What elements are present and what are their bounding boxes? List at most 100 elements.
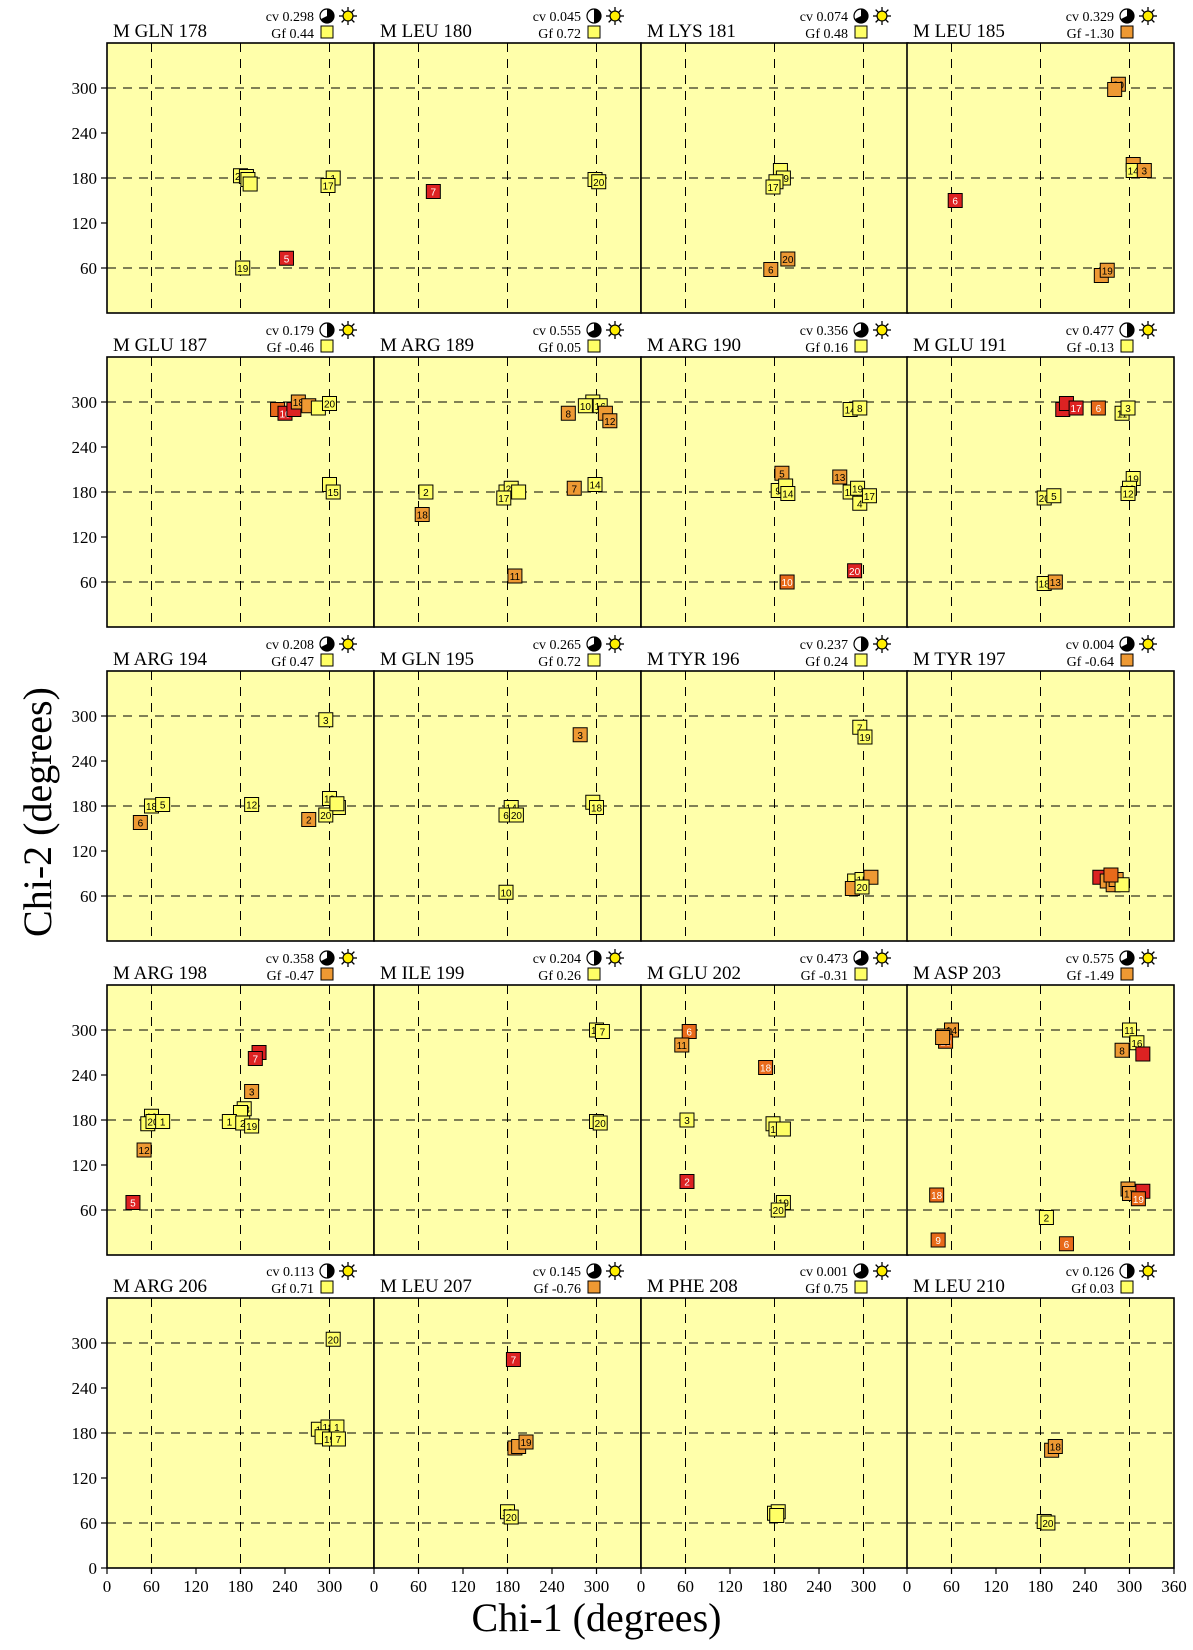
x-tick-label: 180 (762, 1577, 788, 1596)
data-point (577, 398, 593, 414)
y-tick-label: 60 (80, 573, 97, 592)
y-tick-label: 300 (72, 79, 98, 98)
data-point (155, 797, 171, 812)
data-point-label: 17 (1124, 1190, 1136, 1201)
data-point-label: 3 (249, 1088, 255, 1099)
sun-icon (1142, 638, 1154, 650)
gf-value: Gf 0.05 (538, 341, 581, 356)
sun-ray-icon (618, 961, 622, 965)
cv-dial-fill-icon (320, 637, 335, 651)
x-tick-label: 0 (370, 1577, 379, 1596)
cv-dial-fill-icon (587, 323, 601, 337)
panel-frame (906, 984, 1175, 1256)
data-point-label: 19 (852, 484, 864, 495)
data-point-label: 11 (1124, 1026, 1135, 1037)
cv-dial-fill-icon (320, 951, 335, 965)
x-tick-label: 60 (143, 1577, 160, 1596)
data-point-label: 8 (1119, 1046, 1125, 1057)
data-point-label: 5 (160, 801, 166, 812)
panel-title: M ARG 194 (113, 649, 207, 670)
data-point-label: 12 (139, 1146, 151, 1157)
data-point-label: 20 (511, 811, 523, 822)
x-tick-label: 240 (806, 1577, 832, 1596)
sun-ray-icon (1141, 9, 1145, 13)
sun-ray-icon (608, 961, 612, 965)
x-tick-label: 300 (851, 1577, 877, 1596)
sun-ray-icon (1151, 647, 1155, 651)
data-point (244, 1118, 260, 1134)
x-tick-label: 300 (584, 1577, 610, 1596)
x-tick-label: 240 (1072, 1577, 1098, 1596)
cv-dial-fill-icon (320, 9, 335, 23)
sun-icon (1142, 1265, 1154, 1277)
sun-ray-icon (351, 1274, 355, 1278)
y-tick-label: 120 (72, 214, 98, 233)
data-point (235, 260, 251, 276)
data-point-label: 14 (1128, 167, 1140, 178)
sun-ray-icon (875, 9, 879, 13)
data-point-label: 18 (591, 804, 603, 815)
data-point (244, 797, 260, 812)
data-point-label: 19 (859, 733, 871, 744)
x-tick-label: 120 (983, 1577, 1009, 1596)
sun-ray-icon (341, 333, 345, 337)
data-point (503, 1509, 519, 1525)
data-point (496, 490, 512, 506)
sun-ray-icon (1151, 19, 1155, 23)
sun-ray-icon (885, 9, 889, 13)
cv-dial-fill-icon (1120, 951, 1134, 965)
panel-title: M LYS 181 (647, 21, 736, 42)
data-point-label: 18 (293, 398, 305, 409)
cv-value: cv 0.265 (533, 638, 581, 653)
data-point-label: 3 (577, 731, 583, 742)
sun-icon (609, 324, 621, 336)
sun-ray-icon (1151, 1264, 1155, 1268)
sun-ray-icon (1151, 951, 1155, 955)
sun-ray-icon (618, 19, 622, 23)
x-tick-label: 60 (410, 1577, 427, 1596)
y-tick-label: 240 (72, 1066, 98, 1085)
cv-dial-fill-icon (594, 951, 601, 965)
data-point-label: 2 (1044, 1214, 1050, 1225)
gf-color-swatch (587, 1280, 601, 1294)
sun-icon (609, 638, 621, 650)
data-point-label: 11 (510, 572, 521, 583)
sun-ray-icon (608, 637, 612, 641)
sun-ray-icon (885, 637, 889, 641)
data-point-label: 12 (604, 417, 616, 428)
data-point (587, 477, 603, 492)
data-point (320, 178, 336, 193)
sun-ray-icon (608, 323, 612, 327)
y-tick-label: 60 (80, 887, 97, 906)
data-point (775, 1121, 791, 1137)
sun-ray-icon (608, 1274, 612, 1278)
data-point-label: 6 (503, 811, 509, 822)
data-point-label: 7 (253, 1055, 259, 1066)
data-point-label: 20 (849, 567, 861, 578)
cv-dial-fill-icon (1127, 323, 1134, 337)
data-point (1058, 1236, 1074, 1252)
data-point-label: 12 (1122, 490, 1134, 501)
sun-ray-icon (618, 333, 622, 337)
y-tick-label: 180 (72, 169, 98, 188)
data-point-label: 20 (595, 1119, 607, 1130)
panel-frame (906, 670, 1175, 942)
sun-ray-icon (1151, 1274, 1155, 1278)
data-point (947, 193, 963, 208)
panel-title: M TYR 197 (913, 649, 1006, 670)
data-point-label: 20 (320, 811, 332, 822)
sun-ray-icon (885, 1264, 889, 1268)
gf-color-swatch (1120, 25, 1134, 39)
data-point-label: 1 (227, 1118, 233, 1129)
sun-ray-icon (1141, 1264, 1145, 1268)
data-point-label: 19 (246, 1122, 258, 1133)
data-point (602, 413, 618, 429)
data-point-label: 7 (336, 1435, 342, 1446)
data-point-label: 2 (423, 488, 429, 499)
sun-ray-icon (885, 1274, 889, 1278)
data-point (247, 1051, 263, 1066)
sun-ray-icon (351, 951, 355, 955)
